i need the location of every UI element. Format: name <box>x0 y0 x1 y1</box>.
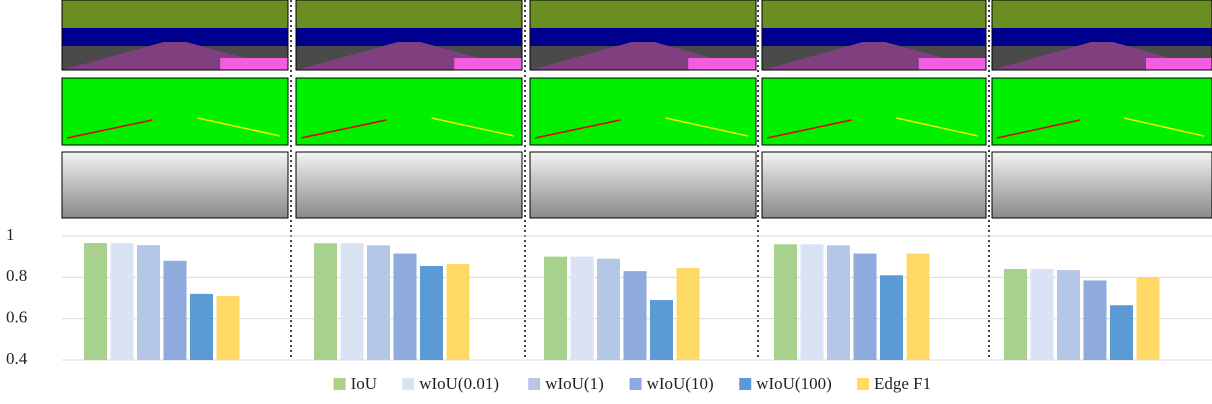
error-edge <box>66 119 153 139</box>
bar <box>314 243 337 360</box>
bar <box>1057 270 1080 360</box>
bar <box>190 293 213 360</box>
seg-veg <box>296 0 522 30</box>
bar <box>650 300 673 360</box>
bar <box>774 244 797 360</box>
error-edge <box>1123 117 1205 137</box>
seg-walk <box>454 58 522 70</box>
error-map <box>295 77 523 146</box>
legend-label: wIoU(1) <box>545 374 604 393</box>
seg-veg <box>62 0 288 30</box>
seg-car <box>762 28 986 46</box>
legend-swatch <box>739 378 752 390</box>
bar <box>446 263 470 360</box>
bar <box>420 265 443 360</box>
error-map <box>529 77 757 146</box>
legend-label: wIoU(100) <box>756 374 832 393</box>
seg-walk <box>220 58 288 70</box>
error-map <box>61 77 289 146</box>
bar <box>597 258 620 360</box>
seg-car <box>296 28 522 46</box>
y-tick-label: 0.4 <box>6 349 28 368</box>
bar <box>137 245 160 360</box>
distance-map <box>761 151 987 219</box>
bar <box>367 245 390 360</box>
seg-veg <box>762 0 986 30</box>
bar <box>544 256 567 360</box>
legend-swatch <box>629 378 642 390</box>
error-map <box>761 77 987 146</box>
legend-label: wIoU(10) <box>647 374 714 393</box>
legend-swatch <box>333 378 346 390</box>
bar <box>1110 305 1133 360</box>
seg-border <box>761 0 987 71</box>
distance-map <box>529 151 757 219</box>
bar <box>1004 269 1027 360</box>
bar <box>623 271 647 360</box>
legend-label: IoU <box>351 374 377 393</box>
legend-swatch <box>528 378 541 390</box>
seg-border <box>529 0 757 71</box>
seg-border <box>295 0 523 71</box>
error-edge <box>534 119 621 139</box>
seg-border <box>991 0 1212 71</box>
error-edge <box>996 119 1081 139</box>
error-edge <box>896 117 979 137</box>
bar <box>216 295 240 360</box>
bar <box>800 244 824 360</box>
separators <box>290 0 990 360</box>
legend-label: Edge F1 <box>874 374 931 393</box>
bar <box>340 243 364 360</box>
distance-map <box>295 151 523 219</box>
seg-car <box>530 28 756 46</box>
bar <box>827 245 850 360</box>
bar <box>1136 277 1160 360</box>
seg-car <box>992 28 1212 46</box>
seg-veg <box>530 0 756 30</box>
bar <box>570 256 594 360</box>
bar <box>1083 280 1107 360</box>
bar <box>1030 269 1054 360</box>
error-edge <box>766 119 852 139</box>
bar <box>676 268 700 360</box>
bar <box>880 275 903 360</box>
image-grid <box>61 0 1212 219</box>
distance-map <box>991 151 1212 219</box>
error-map <box>991 77 1212 146</box>
seg-border <box>61 0 289 71</box>
bar <box>84 243 107 360</box>
y-tick-label: 0.8 <box>6 266 27 285</box>
error-edge <box>300 119 387 139</box>
seg-walk <box>1146 58 1212 70</box>
y-tick-label: 0.6 <box>6 308 27 327</box>
error-edge <box>665 117 749 137</box>
error-edge <box>431 117 515 137</box>
seg-walk <box>688 58 756 70</box>
legend-swatch <box>402 378 415 390</box>
y-tick-label: 1 <box>6 225 15 244</box>
legend-swatch <box>857 378 869 390</box>
distance-map <box>61 151 289 219</box>
bar <box>110 243 134 360</box>
legend-label: wIoU(0.01) <box>419 374 499 393</box>
seg-car <box>62 28 288 46</box>
bar <box>853 253 877 360</box>
seg-veg <box>992 0 1212 30</box>
bar <box>163 260 187 360</box>
bar <box>393 253 417 360</box>
error-edge <box>197 117 281 137</box>
bar <box>906 253 930 360</box>
seg-walk <box>918 58 986 70</box>
